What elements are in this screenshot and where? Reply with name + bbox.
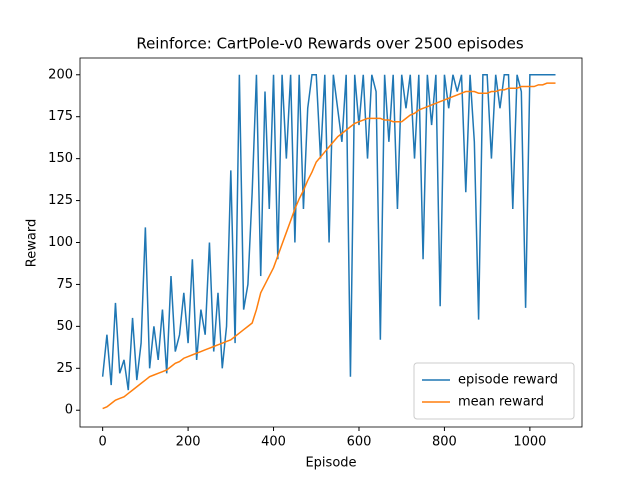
y-tick-label: 150 bbox=[48, 151, 73, 166]
y-tick-label: 175 bbox=[48, 109, 73, 124]
y-tick-label: 125 bbox=[48, 193, 73, 208]
legend-box bbox=[413, 362, 575, 420]
y-axis-label: Reward bbox=[25, 219, 40, 267]
series-line bbox=[102, 82, 556, 410]
y-tick-label: 0 bbox=[65, 403, 73, 418]
y-tick-label: 100 bbox=[48, 235, 73, 250]
legend-label: mean reward bbox=[458, 395, 544, 410]
x-axis-label: Episode bbox=[305, 456, 356, 471]
x-tick-label: 0 bbox=[99, 435, 107, 450]
axes-frame bbox=[79, 57, 583, 428]
y-tick-label: 200 bbox=[48, 67, 73, 82]
x-tick-label: 1000 bbox=[513, 435, 546, 450]
legend-label: episode reward bbox=[458, 373, 558, 388]
y-tick-label: 75 bbox=[56, 277, 73, 292]
y-tick-label: 25 bbox=[56, 361, 73, 376]
series-line bbox=[101, 74, 556, 391]
y-tick-label: 50 bbox=[56, 319, 73, 334]
x-tick-label: 800 bbox=[432, 435, 457, 450]
chart-title: Reinforce: CartPole-v0 Rewards over 2500… bbox=[136, 35, 524, 53]
x-tick-label: 400 bbox=[261, 435, 286, 450]
x-tick-label: 200 bbox=[176, 435, 201, 450]
x-tick-label: 600 bbox=[347, 435, 372, 450]
